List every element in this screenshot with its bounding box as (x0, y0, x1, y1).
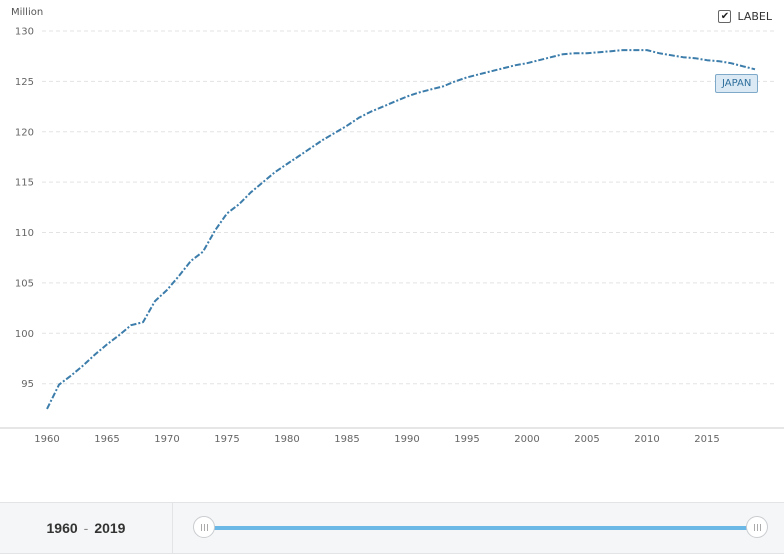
x-tick-label: 2015 (694, 434, 719, 445)
x-tick-label: 2000 (514, 434, 539, 445)
label-toggle[interactable]: ✔ LABEL (718, 10, 772, 23)
line-chart: Million 95 100 105 110 115 120 125 130 1960 1965… (0, 7, 784, 445)
y-tick-label: 125 (15, 77, 34, 88)
range-end-year: 2019 (94, 520, 126, 536)
x-axis-ticks: 1960 1965 1970 1975 1980 1985 1990 1995 2000 2005… (0, 427, 784, 445)
grip-icon (753, 523, 761, 531)
label-checkbox[interactable]: ✔ (718, 10, 732, 23)
x-tick-label: 1970 (154, 434, 179, 445)
year-range-footer: 1960 - 2019 (0, 502, 784, 554)
x-tick-label: 1965 (94, 434, 119, 445)
x-tick-label: 1980 (274, 434, 299, 445)
y-tick-label: 130 (15, 27, 34, 38)
x-tick-label: 1990 (394, 434, 419, 445)
y-tick-label: 105 (15, 278, 34, 289)
slider-end-handle[interactable] (746, 516, 768, 538)
y-tick-label: 95 (21, 379, 34, 390)
x-tick-label: 2005 (574, 434, 599, 445)
series-lines (46, 49, 756, 410)
slider-start-handle[interactable] (193, 516, 215, 538)
label-toggle-text: LABEL (737, 10, 772, 23)
x-tick-label: 2010 (634, 434, 659, 445)
range-separator: - (83, 520, 89, 536)
gridlines (42, 30, 775, 385)
y-tick-label: 100 (15, 329, 34, 340)
grip-icon (200, 523, 208, 531)
x-tick-label: 1975 (214, 434, 239, 445)
y-axis-unit-label: Million (11, 7, 43, 18)
range-start-year: 1960 (46, 520, 78, 536)
x-tick-label: 1995 (454, 434, 479, 445)
series-line-japan (46, 49, 756, 410)
x-tick-label: 1960 (34, 434, 59, 445)
series-label-japan: JAPAN (715, 74, 759, 93)
y-tick-label: 120 (15, 127, 34, 138)
y-tick-label: 115 (15, 178, 34, 189)
year-range-display: 1960 - 2019 (0, 503, 173, 553)
y-axis-ticks: 95 100 105 110 115 120 125 130 (15, 27, 34, 391)
year-range-slider-track[interactable] (204, 526, 757, 530)
y-tick-label: 110 (15, 228, 34, 239)
x-tick-label: 1985 (334, 434, 359, 445)
